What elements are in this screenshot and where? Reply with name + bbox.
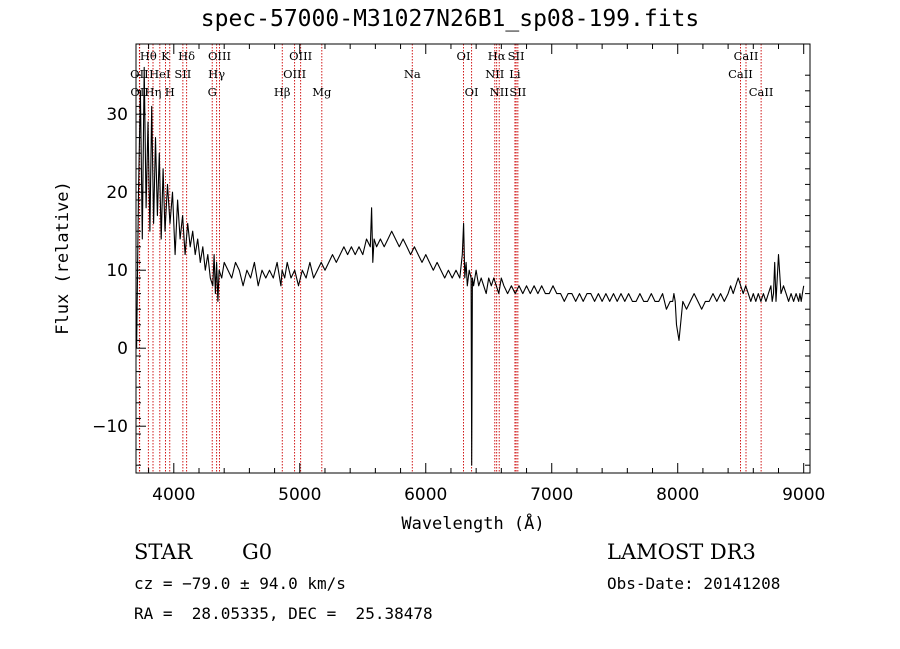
line-label-7: SII: [508, 49, 525, 63]
line-label-17: CaII: [728, 67, 753, 81]
line-label-6: Hα: [488, 49, 506, 63]
line-label-15: NII: [485, 67, 504, 81]
line-label-5: OI: [457, 49, 471, 63]
line-label-21: G: [208, 85, 217, 99]
line-label-13: OIII: [283, 67, 306, 81]
line-label-12: Hγ: [208, 67, 225, 81]
y-tick-label-4: 30: [106, 105, 128, 125]
x-tick-label-5: 9000: [782, 485, 825, 505]
y-tick-label-2: 10: [106, 261, 128, 281]
line-label-25: NII: [490, 85, 509, 99]
line-label-19: Hη: [145, 85, 162, 99]
object-subclass: G0: [242, 540, 273, 564]
survey-name: LAMOST DR3: [607, 540, 756, 564]
line-label-16: Li: [509, 67, 521, 81]
redshift-value: cz = −79.0 ± 94.0 km/s: [134, 574, 346, 593]
line-label-24: OI: [465, 85, 479, 99]
line-label-1: K: [161, 49, 170, 63]
line-label-27: CaII: [749, 85, 774, 99]
plot-frame: [135, 43, 811, 474]
y-tick-label-3: 20: [106, 183, 128, 203]
line-label-20: H: [165, 85, 175, 99]
object-class: STAR: [134, 540, 193, 564]
line-label-23: Mg: [312, 85, 332, 99]
line-label-2: Hδ: [178, 49, 195, 63]
axis-ticks: 4000 5000 6000 7000 8000 9000 −10 0 10 20 30: [92, 44, 825, 505]
spectrum-series: [136, 66, 805, 466]
line-label-4: OIII: [289, 49, 312, 63]
line-label-3: OIII: [208, 49, 231, 63]
chart-title: spec-57000-M31027N26B1_sp08-199.fits: [200, 6, 700, 32]
line-label-9: OII: [130, 67, 149, 81]
line-label-22: Hβ: [274, 85, 291, 99]
line-label-10: HeI: [149, 67, 170, 81]
x-tick-label-3: 7000: [530, 485, 573, 505]
line-markers: [138, 44, 762, 473]
y-axis-label: Flux (relative): [53, 181, 73, 335]
x-tick-label-2: 6000: [404, 485, 447, 505]
coordinates: RA = 28.05335, DEC = 25.38478: [134, 604, 433, 623]
line-label-8: CaII: [734, 49, 759, 63]
x-tick-label-0: 4000: [152, 485, 195, 505]
x-axis-label: Wavelength (Å): [401, 512, 544, 534]
line-label-11: SII: [174, 67, 191, 81]
x-tick-label-4: 8000: [656, 485, 699, 505]
line-label-0: Hθ: [140, 49, 157, 63]
obs-date: Obs-Date: 20141208: [607, 574, 781, 593]
x-tick-label-1: 5000: [278, 485, 321, 505]
y-tick-label-0: −10: [92, 417, 128, 437]
y-tick-label-1: 0: [117, 339, 128, 359]
line-label-14: Na: [404, 67, 421, 81]
line-label-26: SII: [509, 85, 526, 99]
